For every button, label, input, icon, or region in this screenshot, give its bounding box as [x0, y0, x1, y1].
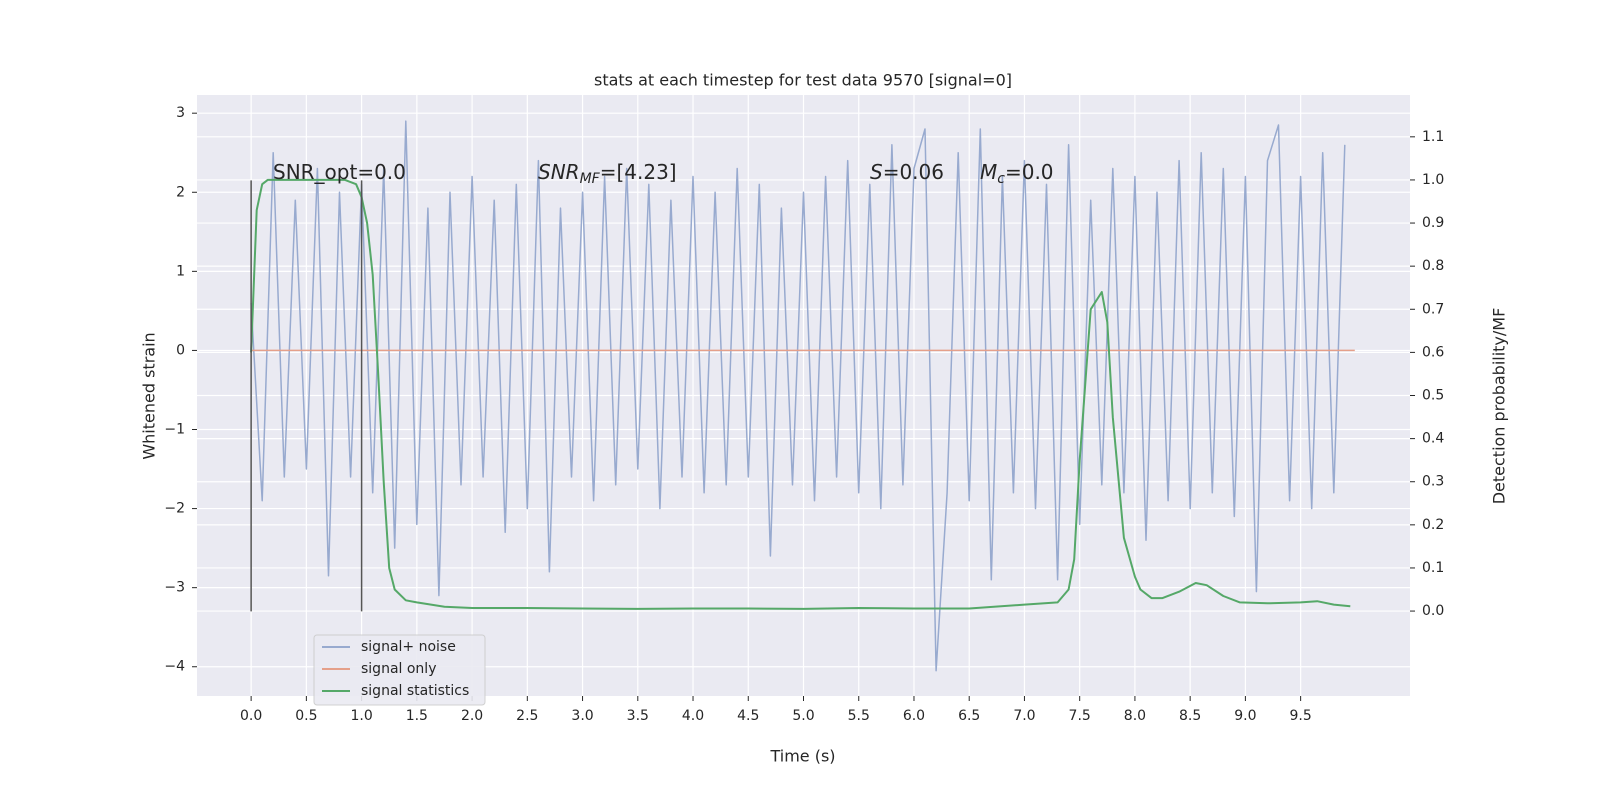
x-tick-label: 4.5: [737, 708, 759, 724]
y2-axis-label: Detection probability/MF: [1490, 308, 1509, 505]
y-axis-label: Whitened strain: [140, 332, 159, 459]
y2-tick-label: 0.1: [1422, 560, 1444, 576]
x-tick-label: 7.5: [1069, 708, 1091, 724]
x-tick-label: 9.5: [1289, 708, 1311, 724]
x-tick-label: 3.0: [571, 708, 593, 724]
x-tick-label: 2.0: [461, 708, 483, 724]
annotation-part: =[4.23]: [600, 160, 677, 184]
x-tick-label: 8.5: [1179, 708, 1201, 724]
annotation-part: SNR_opt=0.0: [273, 160, 406, 184]
annotation: SNRMF=[4.23]: [538, 160, 677, 188]
x-tick-label: 3.5: [627, 708, 649, 724]
x-tick-label: 1.0: [350, 708, 372, 724]
annotation: Mc=0.0: [980, 160, 1054, 188]
x-tick-label: 8.0: [1124, 708, 1146, 724]
x-tick-label: 0.0: [240, 708, 262, 724]
y2-tick-label: 0.0: [1422, 603, 1444, 619]
y-tick-label: −3: [164, 580, 185, 596]
legend-label: signal only: [361, 661, 436, 677]
annotation-part: S: [870, 160, 883, 184]
x-tick-label: 1.5: [406, 708, 428, 724]
x-tick-label: 4.0: [682, 708, 704, 724]
x-tick-label: 6.0: [903, 708, 925, 724]
legend-box: [313, 634, 486, 706]
legend-label: signal statistics: [361, 683, 469, 699]
annotation-part: SNR: [538, 160, 580, 184]
x-tick-label: 6.5: [958, 708, 980, 724]
y2-tick-label: 1.0: [1422, 172, 1444, 188]
chart-title: stats at each timestep for test data 957…: [594, 71, 1012, 90]
y-tick-label: −2: [164, 501, 185, 517]
series-line: [250, 120, 1346, 672]
y2-tick-label: 1.1: [1422, 129, 1444, 145]
series-line: [250, 178, 1351, 610]
y2-tick-label: 0.4: [1422, 431, 1444, 447]
annotation-part: MF: [580, 171, 601, 187]
y2-tick-label: 0.6: [1422, 344, 1444, 360]
y2-tick-label: 0.2: [1422, 517, 1444, 533]
x-tick-label: 2.5: [516, 708, 538, 724]
y-tick-label: 3: [176, 105, 185, 121]
x-tick-label: 5.5: [848, 708, 870, 724]
annotation-part: M: [980, 160, 997, 184]
x-tick-label: 9.0: [1234, 708, 1256, 724]
y2-tick-label: 0.5: [1422, 388, 1444, 404]
y2-tick-label: 0.8: [1422, 258, 1444, 274]
y2-tick-label: 0.9: [1422, 215, 1444, 231]
x-axis-label: Time (s): [769, 747, 835, 766]
y2-tick-label: 0.3: [1422, 474, 1444, 490]
annotation: SNR_opt=0.0: [273, 160, 406, 184]
x-tick-label: 5.0: [792, 708, 814, 724]
annotation-part: =0.0: [1005, 160, 1054, 184]
annotation-part: =0.06: [883, 160, 944, 184]
annotation: S=0.06: [870, 160, 944, 184]
x-tick-label: 0.5: [295, 708, 317, 724]
y-tick-label: 2: [176, 184, 185, 200]
annotation-part: c: [997, 171, 1005, 187]
legend-label: signal+ noise: [361, 639, 456, 655]
y-tick-label: 1: [176, 263, 185, 279]
x-tick-label: 7.0: [1013, 708, 1035, 724]
y-tick-label: 0: [176, 342, 185, 358]
y2-tick-label: 0.7: [1422, 301, 1444, 317]
y-tick-label: −1: [164, 422, 185, 438]
y-tick-label: −4: [164, 659, 185, 675]
